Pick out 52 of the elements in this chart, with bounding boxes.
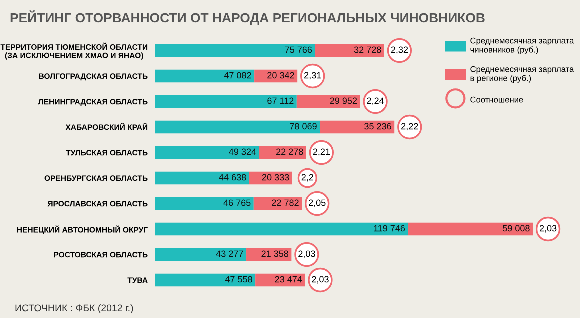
annotation: 2,03 [298, 250, 316, 258]
bar [155, 44, 316, 58]
data-label: 20 342 [268, 72, 294, 79]
data-label: 23 474 [275, 276, 302, 283]
annotation: 2,05 [309, 200, 326, 208]
annotation: 2,03 [540, 225, 557, 233]
data-label: 49 324 [229, 148, 256, 156]
bar [259, 146, 306, 160]
data-label: 29 952 [330, 98, 358, 104]
annotation: Соотношение [470, 96, 524, 103]
bar [155, 274, 256, 287]
data-label: 119 746 [374, 225, 406, 232]
data-label: 75 766 [285, 46, 312, 54]
annotation: 2,21 [313, 148, 330, 156]
annotation: 2,22 [402, 123, 418, 131]
data-label: 20 333 [262, 174, 290, 181]
bar [155, 120, 320, 134]
legend-label: Среднемесячная зарплата чиновников (руб.) [470, 38, 574, 54]
annotation: 2,31 [304, 72, 322, 80]
annotation: 2,24 [367, 98, 384, 106]
data-label: 22 278 [276, 148, 304, 156]
bar [254, 197, 302, 210]
data-label: 47 558 [225, 276, 252, 283]
bar [296, 95, 360, 108]
chart-title: РЕЙТИНГ ОТОРВАННОСТИ ОТ НАРОДА РЕГИОНАЛЬНЫХ ЧИНОВНИКОВ [10, 10, 485, 26]
bar [155, 95, 297, 108]
data-label: 32 728 [354, 46, 382, 54]
bar [408, 222, 533, 236]
data-label: 44 638 [219, 174, 246, 181]
text: ИСТОЧНИК : ФБК (2012 г.) [16, 304, 134, 314]
bar [320, 120, 395, 134]
data-label: 22 782 [272, 200, 299, 206]
data-label: 21 358 [262, 250, 289, 258]
bar [155, 172, 250, 185]
bar [155, 248, 247, 262]
data-label: 47 082 [224, 72, 252, 79]
bar [155, 146, 260, 160]
bar [315, 44, 384, 58]
data-label: 43 277 [216, 250, 244, 258]
data-label: 46 765 [224, 200, 251, 206]
bar [155, 197, 254, 210]
annotation: 2,2 [302, 174, 314, 182]
bar [155, 70, 255, 83]
data-label: 78 069 [290, 123, 317, 130]
annotation: 2,03 [312, 276, 329, 284]
annotation: 2,32 [391, 46, 408, 54]
data-label: 59 008 [502, 225, 530, 232]
bar [256, 274, 306, 287]
data-label: 35 236 [364, 123, 392, 130]
data-label: 67 112 [268, 98, 294, 104]
legend-label: Среднемесячная зарплата в регионе (руб.) [470, 66, 574, 83]
bar [155, 222, 408, 236]
